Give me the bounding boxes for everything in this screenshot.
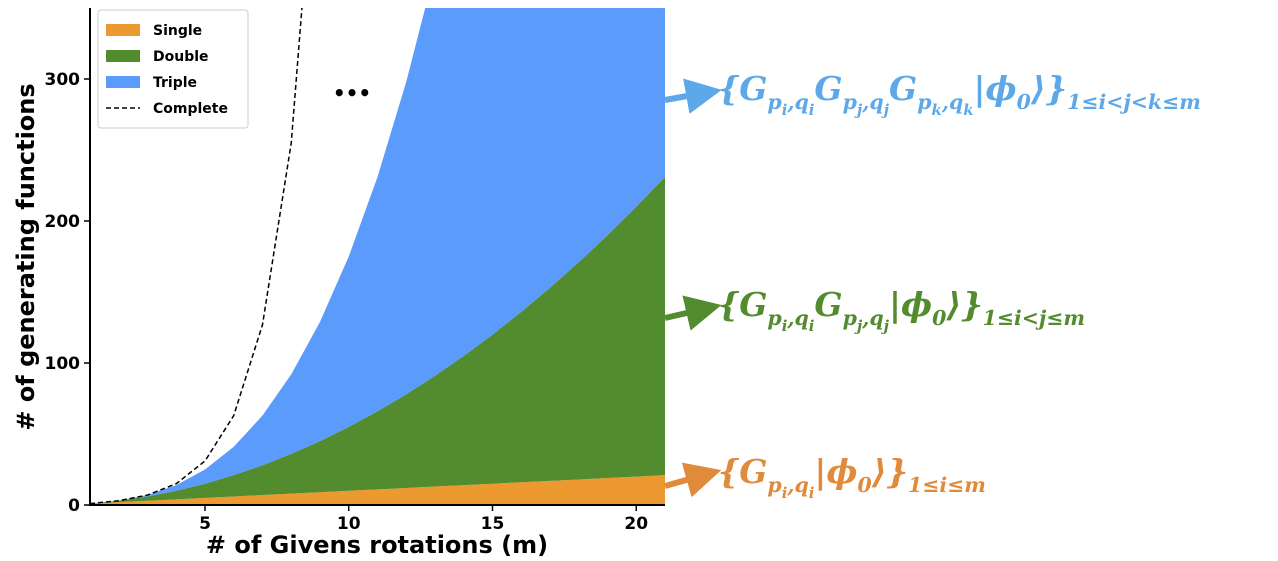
annotation-piece: j: [881, 317, 890, 335]
y-tick-label: 0: [68, 496, 80, 516]
legend-label: Single: [153, 23, 202, 39]
annotation-piece: ,q: [941, 90, 963, 114]
annotation-piece: ⟩}: [945, 285, 982, 324]
legend-swatch: [106, 50, 140, 62]
annotation-piece: 0: [932, 306, 946, 330]
legend: Single Double Triple Complete: [97, 9, 249, 129]
annotation-piece: j: [854, 101, 863, 119]
annotation-piece: {: [718, 285, 740, 324]
x-tick-label: 15: [481, 514, 505, 534]
annotation-piece: |ϕ: [814, 452, 857, 491]
annotation-piece: p: [767, 90, 782, 114]
area: [90, 176, 665, 504]
arrow: [664, 78, 722, 114]
annotation-piece: i: [782, 317, 788, 335]
annotation-piece: ,q: [786, 90, 808, 114]
annotation-piece: i: [809, 101, 815, 119]
ellipsis: •••: [333, 81, 371, 105]
area: [90, 475, 665, 505]
x-tick-label: 20: [624, 514, 648, 534]
annotation-piece: p: [917, 90, 932, 114]
legend-box: [97, 9, 249, 129]
annotation-piece: G: [739, 285, 767, 324]
annotation-piece: 1≤i≤m: [908, 473, 986, 497]
area: [90, 8, 665, 504]
annotation-piece: {: [718, 452, 740, 491]
annotation-piece: G: [814, 285, 842, 324]
annotation-piece: ,q: [786, 473, 808, 497]
annotation-piece: j: [881, 101, 890, 119]
y-tick-label: 100: [45, 354, 81, 374]
plot-area: [90, 8, 665, 505]
arrow: [664, 295, 722, 331]
annotation-piece: p: [843, 306, 858, 330]
annotation-piece: ,q: [861, 90, 883, 114]
annotation-piece: |ϕ: [889, 285, 932, 324]
annotation: {Gpi,qiGpj,qj|ϕ0⟩}1≤i<j≤m: [718, 285, 1085, 335]
annotation-piece: 0: [1017, 90, 1031, 114]
annotation-piece: G: [739, 69, 767, 108]
y-axis-label: # of generating functions: [12, 83, 40, 430]
annotation-piece: ⟩}: [871, 452, 908, 491]
annotation-piece: k: [932, 101, 942, 119]
legend-label: Complete: [153, 101, 228, 117]
y-tick-label: 300: [45, 70, 81, 90]
arrow: [664, 462, 722, 498]
annotation-piece: 0: [857, 473, 871, 497]
annotation-piece: p: [767, 306, 782, 330]
annotation-piece: 1≤i<j≤m: [983, 306, 1085, 330]
annotation-piece: |ϕ: [974, 69, 1017, 108]
annotation-piece: i: [809, 317, 815, 335]
annotation-piece: G: [814, 69, 842, 108]
annotation-piece: 1≤i<j<k≤m: [1067, 90, 1201, 114]
x-axis-label: # of Givens rotations (m): [206, 531, 548, 559]
legend-swatch: [106, 76, 140, 88]
annotation-piece: ⟩}: [1030, 69, 1067, 108]
annotation-piece: i: [782, 101, 788, 119]
annotation-piece: G: [739, 452, 767, 491]
annotation-piece: ,q: [786, 306, 808, 330]
annotation: {Gpi,qiGpj,qjGpk,qk|ϕ0⟩}1≤i<j<k≤m: [718, 69, 1201, 119]
x-tick-label: 10: [337, 514, 361, 534]
legend-label: Triple: [153, 75, 197, 91]
annotation-piece: i: [809, 484, 815, 502]
legend-label: Double: [153, 49, 209, 65]
y-tick-label: 200: [45, 212, 81, 232]
annotation-piece: G: [889, 69, 917, 108]
annotation-piece: p: [843, 90, 858, 114]
annotation-piece: p: [767, 473, 782, 497]
annotation-piece: j: [854, 317, 863, 335]
annotation-piece: {: [718, 69, 740, 108]
x-tick-label: 5: [199, 514, 211, 534]
annotation-piece: k: [963, 101, 973, 119]
annotation-piece: ,q: [861, 306, 883, 330]
annotation-piece: i: [782, 484, 788, 502]
legend-swatch: [106, 24, 140, 36]
annotation: {Gpi,qi|ϕ0⟩}1≤i≤m: [718, 452, 986, 502]
